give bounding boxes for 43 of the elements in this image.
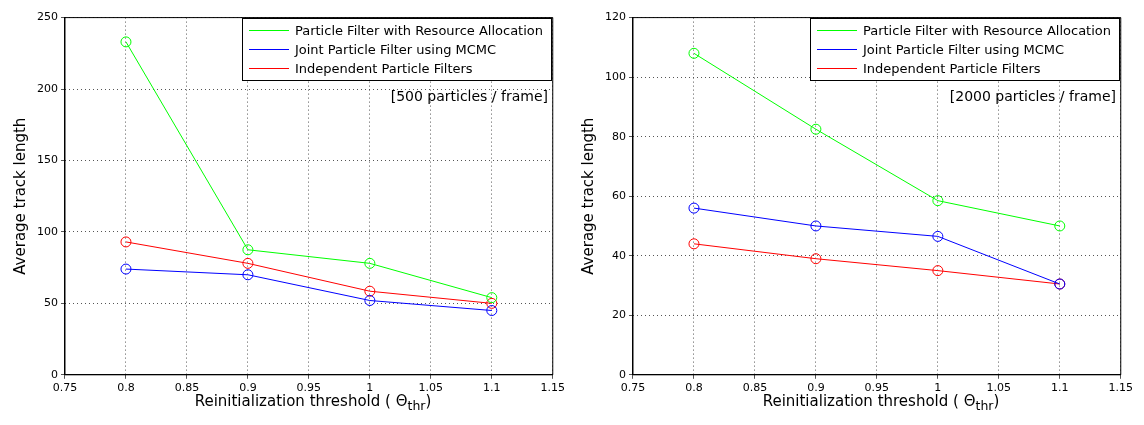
x-tick-label: 1.15 [540, 381, 565, 395]
y-tick-label: 100 [605, 69, 626, 83]
y-tick-label: 150 [37, 153, 58, 167]
legend-label: Joint Particle Filter using MCMC [294, 41, 497, 59]
y-tick-label: 200 [37, 81, 58, 95]
x-tick-label: 0.95 [864, 381, 890, 395]
y-tick-label: 100 [37, 224, 58, 238]
x-tick-label: 0.95 [296, 381, 322, 395]
legend-label: Independent Particle Filters [862, 60, 1041, 78]
x-tick-label: 0.8 [685, 381, 703, 395]
x-tick-label: 1 [934, 381, 942, 395]
x-tick-label: 0.9 [239, 381, 257, 395]
y-tick-label: 0 [619, 367, 626, 381]
y-tick-label: 60 [612, 189, 626, 203]
x-tick-label: 1.05 [986, 381, 1012, 395]
x-tick-label: 1.1 [483, 381, 501, 395]
x-tick-label: 1.15 [1108, 381, 1133, 395]
x-tick-label: 1 [366, 381, 374, 395]
x-tick-label: 0.85 [742, 381, 768, 395]
y-tick-label: 0 [51, 367, 58, 381]
annotation: [500 particles / frame] [390, 88, 548, 104]
y-tick-label: 50 [44, 296, 58, 310]
x-axis-title: Reinitialization threshold ( Θ$_{thr}$) [194, 392, 432, 413]
y-axis-title: Average track length [10, 117, 29, 275]
x-tick-label: 0.9 [807, 381, 825, 395]
x-tick-label: 0.85 [174, 381, 200, 395]
y-tick-label: 20 [612, 308, 626, 322]
x-tick-label: 0.8 [117, 381, 135, 395]
y-tick-label: 120 [605, 10, 626, 24]
x-tick-label: 1.1 [1051, 381, 1069, 395]
x-tick-label: 1.05 [418, 381, 444, 395]
legend-label: Joint Particle Filter using MCMC [862, 41, 1065, 59]
annotation: [2000 particles / frame] [949, 88, 1116, 104]
legend-label: Independent Particle Filters [294, 60, 473, 78]
y-tick-label: 40 [612, 248, 626, 262]
x-tick-label: 0.75 [620, 381, 646, 395]
legend-label: Particle Filter with Resource Allocation [862, 22, 1111, 40]
y-axis-title: Average track length [578, 117, 597, 275]
legend-label: Particle Filter with Resource Allocation [294, 22, 543, 40]
y-tick-label: 250 [37, 10, 58, 24]
y-tick-label: 80 [612, 129, 626, 143]
x-tick-label: 0.75 [52, 381, 78, 395]
x-axis-title: Reinitialization threshold ( Θ$_{thr}$) [762, 392, 1000, 413]
